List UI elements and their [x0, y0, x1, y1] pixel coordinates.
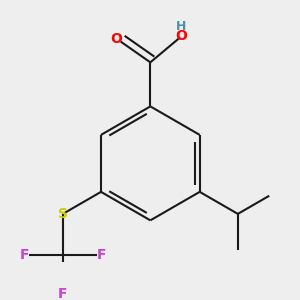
Text: F: F [20, 248, 29, 262]
Text: H: H [176, 20, 187, 33]
Text: F: F [97, 248, 106, 262]
Text: O: O [176, 29, 188, 43]
Text: S: S [58, 207, 68, 221]
Text: F: F [58, 287, 68, 300]
Text: O: O [110, 32, 122, 46]
